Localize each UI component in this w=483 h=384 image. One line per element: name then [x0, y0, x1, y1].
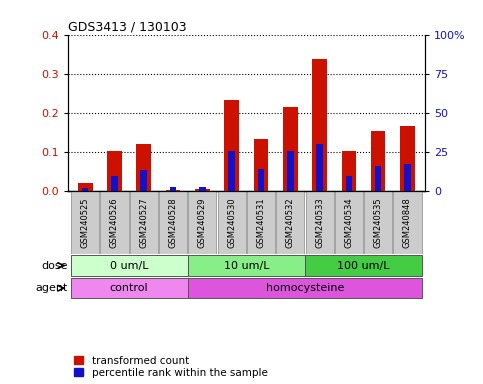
Text: control: control — [110, 283, 148, 293]
Bar — [316, 144, 323, 192]
Text: GSM240848: GSM240848 — [403, 197, 412, 248]
Bar — [400, 126, 415, 192]
FancyBboxPatch shape — [306, 192, 334, 254]
FancyBboxPatch shape — [188, 255, 305, 276]
Bar — [107, 151, 122, 192]
Text: GSM240533: GSM240533 — [315, 197, 324, 248]
FancyBboxPatch shape — [188, 278, 422, 298]
FancyBboxPatch shape — [100, 192, 128, 254]
FancyBboxPatch shape — [218, 192, 246, 254]
FancyBboxPatch shape — [71, 255, 188, 276]
Bar — [312, 59, 327, 192]
FancyBboxPatch shape — [335, 192, 363, 254]
FancyBboxPatch shape — [364, 192, 392, 254]
Legend: transformed count, percentile rank within the sample: transformed count, percentile rank withi… — [73, 355, 269, 379]
Text: GSM240534: GSM240534 — [344, 197, 354, 248]
Bar — [166, 190, 181, 192]
Text: GSM240532: GSM240532 — [286, 197, 295, 248]
Bar — [137, 144, 151, 192]
FancyBboxPatch shape — [188, 192, 216, 254]
FancyBboxPatch shape — [276, 192, 304, 254]
Bar — [78, 183, 93, 192]
Text: dose: dose — [42, 260, 68, 271]
FancyBboxPatch shape — [247, 192, 275, 254]
Text: GSM240531: GSM240531 — [256, 197, 266, 248]
Bar — [258, 169, 264, 192]
Bar — [341, 151, 356, 192]
Text: GSM240528: GSM240528 — [169, 197, 178, 248]
FancyBboxPatch shape — [71, 192, 99, 254]
Text: GSM240530: GSM240530 — [227, 197, 236, 248]
Text: GSM240529: GSM240529 — [198, 198, 207, 248]
Bar — [141, 170, 147, 192]
Text: GSM240525: GSM240525 — [81, 198, 90, 248]
Text: GSM240526: GSM240526 — [110, 197, 119, 248]
Bar — [170, 187, 176, 192]
FancyBboxPatch shape — [305, 255, 422, 276]
Bar — [82, 188, 88, 192]
Text: 0 um/L: 0 um/L — [110, 260, 148, 271]
Bar — [404, 164, 411, 192]
Bar — [111, 176, 118, 192]
Bar — [254, 139, 268, 192]
Text: GSM240527: GSM240527 — [139, 197, 148, 248]
FancyBboxPatch shape — [71, 278, 188, 298]
Bar — [371, 131, 385, 192]
Bar — [375, 166, 382, 192]
Bar — [287, 151, 294, 192]
Text: 10 um/L: 10 um/L — [224, 260, 269, 271]
Bar — [345, 176, 352, 192]
Bar — [195, 189, 210, 192]
Text: GSM240535: GSM240535 — [374, 197, 383, 248]
Bar — [199, 187, 206, 192]
Text: GDS3413 / 130103: GDS3413 / 130103 — [68, 20, 186, 33]
Text: agent: agent — [36, 283, 68, 293]
FancyBboxPatch shape — [393, 192, 422, 254]
FancyBboxPatch shape — [130, 192, 158, 254]
Text: homocysteine: homocysteine — [266, 283, 344, 293]
Bar — [225, 100, 239, 192]
Bar — [283, 107, 298, 192]
FancyBboxPatch shape — [159, 192, 187, 254]
Bar — [228, 151, 235, 192]
Text: 100 um/L: 100 um/L — [337, 260, 390, 271]
